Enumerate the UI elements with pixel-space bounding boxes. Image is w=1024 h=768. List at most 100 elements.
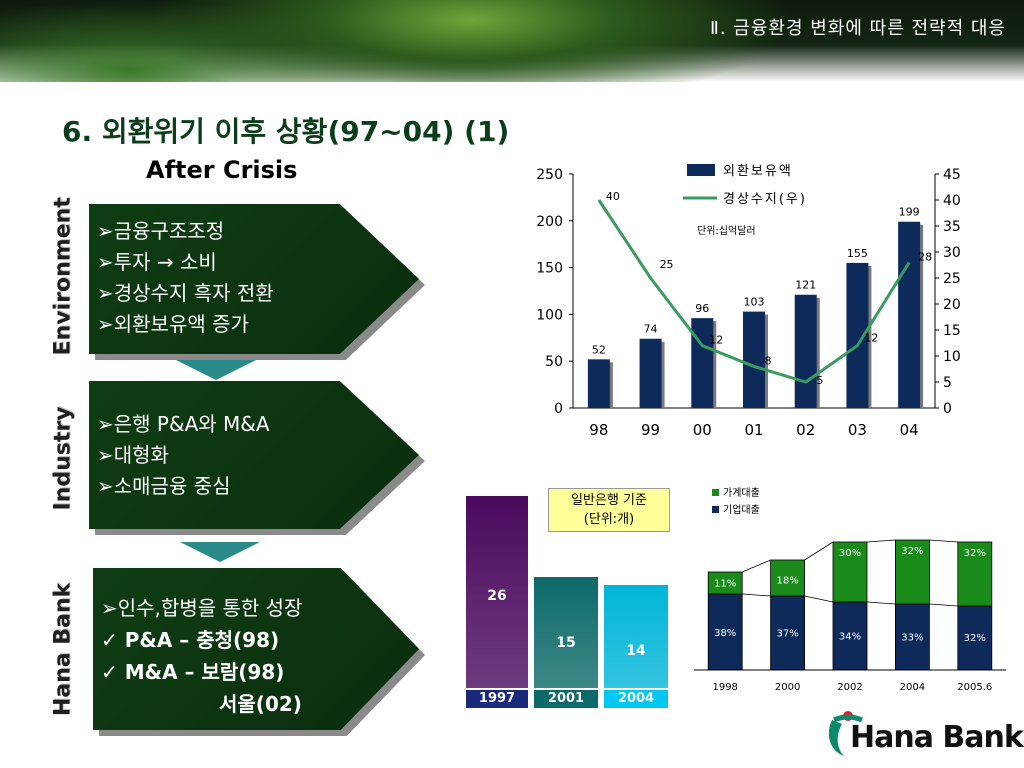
corporate-label: 32% bbox=[964, 633, 986, 644]
line-label: 8 bbox=[765, 354, 772, 367]
environment-box: ➢금융구조조정 ➢투자 → 소비 ➢경상수지 흑자 전환 ➢외환보유액 증가 bbox=[89, 204, 419, 354]
x-tick-label: 2000 bbox=[775, 682, 800, 693]
basis-unit: (단위:개) bbox=[583, 512, 635, 527]
logo-text: Hana Bank bbox=[850, 720, 1024, 755]
hana-item: ✓ M&A – 보람(98) bbox=[101, 660, 285, 684]
legend-swatch-corporate bbox=[712, 506, 719, 513]
bar-reserves bbox=[639, 338, 662, 408]
legend-swatch-bar bbox=[687, 164, 715, 176]
y2-tick-label: 20 bbox=[943, 297, 961, 313]
y2-tick-label: 35 bbox=[943, 219, 961, 235]
reserves-current-account-chart: 0501001502002500510152025303540455298749… bbox=[536, 164, 961, 439]
y2-tick-label: 10 bbox=[943, 349, 961, 365]
series-connector bbox=[742, 559, 771, 573]
legend-label: 기업대출 bbox=[723, 503, 760, 516]
bar-label: 155 bbox=[847, 247, 868, 260]
bar-household-loans bbox=[707, 571, 743, 595]
environment-item: ➢투자 → 소비 bbox=[97, 250, 217, 274]
household-label: 11% bbox=[714, 578, 736, 589]
bar-label: 52 bbox=[592, 343, 606, 356]
bank-count-bar bbox=[466, 496, 528, 688]
bar-reserves bbox=[743, 311, 765, 408]
hana-box: ➢인수,합병을 통한 성장 ✓ P&A – 충청(98) ✓ M&A – 보람(… bbox=[93, 568, 419, 730]
bar-reserves bbox=[846, 262, 869, 408]
bank-count-chart: 26 1997 15 2001 14 2004 bbox=[460, 490, 680, 715]
legend-label: 가계대출 bbox=[723, 487, 760, 499]
basis-note: 일반은행 기준 (단위:개) bbox=[548, 488, 670, 532]
bank-count-value: 14 bbox=[626, 642, 646, 659]
down-arrow-icon bbox=[176, 360, 256, 380]
bar-household-loans bbox=[770, 559, 805, 597]
bar-label: 121 bbox=[795, 279, 816, 292]
bar-label: 74 bbox=[644, 323, 658, 336]
series-connector bbox=[866, 539, 896, 543]
environment-item: ➢경상수지 흑자 전환 bbox=[97, 281, 274, 305]
line-label: 12 bbox=[864, 332, 878, 345]
line-label: 28 bbox=[918, 250, 932, 263]
y-tick-label: 200 bbox=[536, 214, 563, 230]
hana-item: ✓ P&A – 충청(98) bbox=[101, 628, 280, 652]
label-environment: Environment bbox=[50, 197, 76, 356]
series-connector bbox=[929, 539, 958, 543]
bank-count-year: 2004 bbox=[604, 690, 668, 708]
bar-household-loans bbox=[832, 541, 868, 603]
corporate-label: 37% bbox=[776, 629, 798, 640]
hana-logo bbox=[828, 711, 863, 756]
legend-label: 외환보유액 bbox=[723, 164, 793, 179]
y-tick-label: 0 bbox=[554, 401, 563, 417]
industry-item: ➢대형화 bbox=[97, 443, 169, 467]
x-tick-label: 2005.6 bbox=[957, 682, 992, 693]
bar-corporate-loans bbox=[770, 595, 805, 671]
household-label: 32% bbox=[964, 548, 986, 559]
bar-household-loans bbox=[957, 541, 993, 607]
x-tick-label: 1998 bbox=[712, 682, 737, 693]
industry-item: ➢소매금융 중심 bbox=[97, 474, 231, 498]
x-tick-label: 2002 bbox=[837, 682, 862, 693]
corporate-label: 34% bbox=[839, 631, 861, 642]
legend-label: 경상수지(우) bbox=[723, 192, 807, 207]
industry-item: ➢은행 P&A와 M&A bbox=[97, 412, 270, 436]
subtitle: After Crisis bbox=[146, 156, 298, 184]
y2-tick-label: 40 bbox=[943, 193, 961, 209]
unit-note: 단위:십억달러 bbox=[697, 224, 756, 237]
x-tick-label: 99 bbox=[641, 421, 660, 439]
series-connector bbox=[742, 593, 771, 597]
y-tick-label: 100 bbox=[536, 307, 563, 323]
bar-label: 199 bbox=[899, 206, 920, 219]
corporate-label: 38% bbox=[714, 628, 736, 639]
series-connector bbox=[929, 603, 958, 607]
bar-corporate-loans bbox=[832, 601, 868, 671]
bank-count-bar bbox=[534, 577, 598, 688]
down-arrow-icon bbox=[180, 542, 260, 562]
bar-label: 103 bbox=[744, 296, 765, 309]
series-connector bbox=[804, 541, 834, 561]
bank-count-bar bbox=[604, 584, 668, 688]
environment-item: ➢금융구조조정 bbox=[97, 219, 225, 243]
series-connector bbox=[866, 601, 896, 605]
hana-item: ➢인수,합병을 통한 성장 bbox=[101, 596, 303, 620]
household-label: 30% bbox=[839, 548, 861, 559]
corporate-label: 33% bbox=[901, 632, 923, 643]
loan-mix-chart: 38% 11% 1998 37% 18% 2000 34% 30% 2002 33% 32% 2004… bbox=[694, 487, 1006, 693]
legend-swatch-household bbox=[712, 489, 719, 496]
household-label: 18% bbox=[776, 575, 798, 586]
industry-box: ➢은행 P&A와 M&A ➢대형화 ➢소매금융 중심 bbox=[89, 381, 419, 529]
x-tick-label: 03 bbox=[848, 421, 867, 439]
series-connector bbox=[804, 595, 834, 603]
y-tick-label: 250 bbox=[536, 167, 563, 183]
header-banner bbox=[0, 0, 1024, 82]
bar-corporate-loans bbox=[894, 603, 930, 671]
bank-count-value: 15 bbox=[556, 635, 576, 652]
bar-reserves bbox=[794, 294, 817, 408]
x-tick-label: 04 bbox=[900, 421, 919, 439]
y2-tick-label: 45 bbox=[943, 167, 961, 183]
line-label: 40 bbox=[606, 190, 620, 203]
bank-count-value: 26 bbox=[487, 588, 507, 604]
bar-reserves bbox=[587, 359, 610, 408]
household-label: 32% bbox=[901, 546, 923, 557]
x-tick-label: 02 bbox=[796, 421, 815, 439]
x-tick-label: 2004 bbox=[900, 682, 925, 693]
bar-reserves bbox=[898, 221, 921, 408]
bank-count-year: 2001 bbox=[534, 690, 598, 708]
bar-label: 96 bbox=[695, 302, 709, 315]
